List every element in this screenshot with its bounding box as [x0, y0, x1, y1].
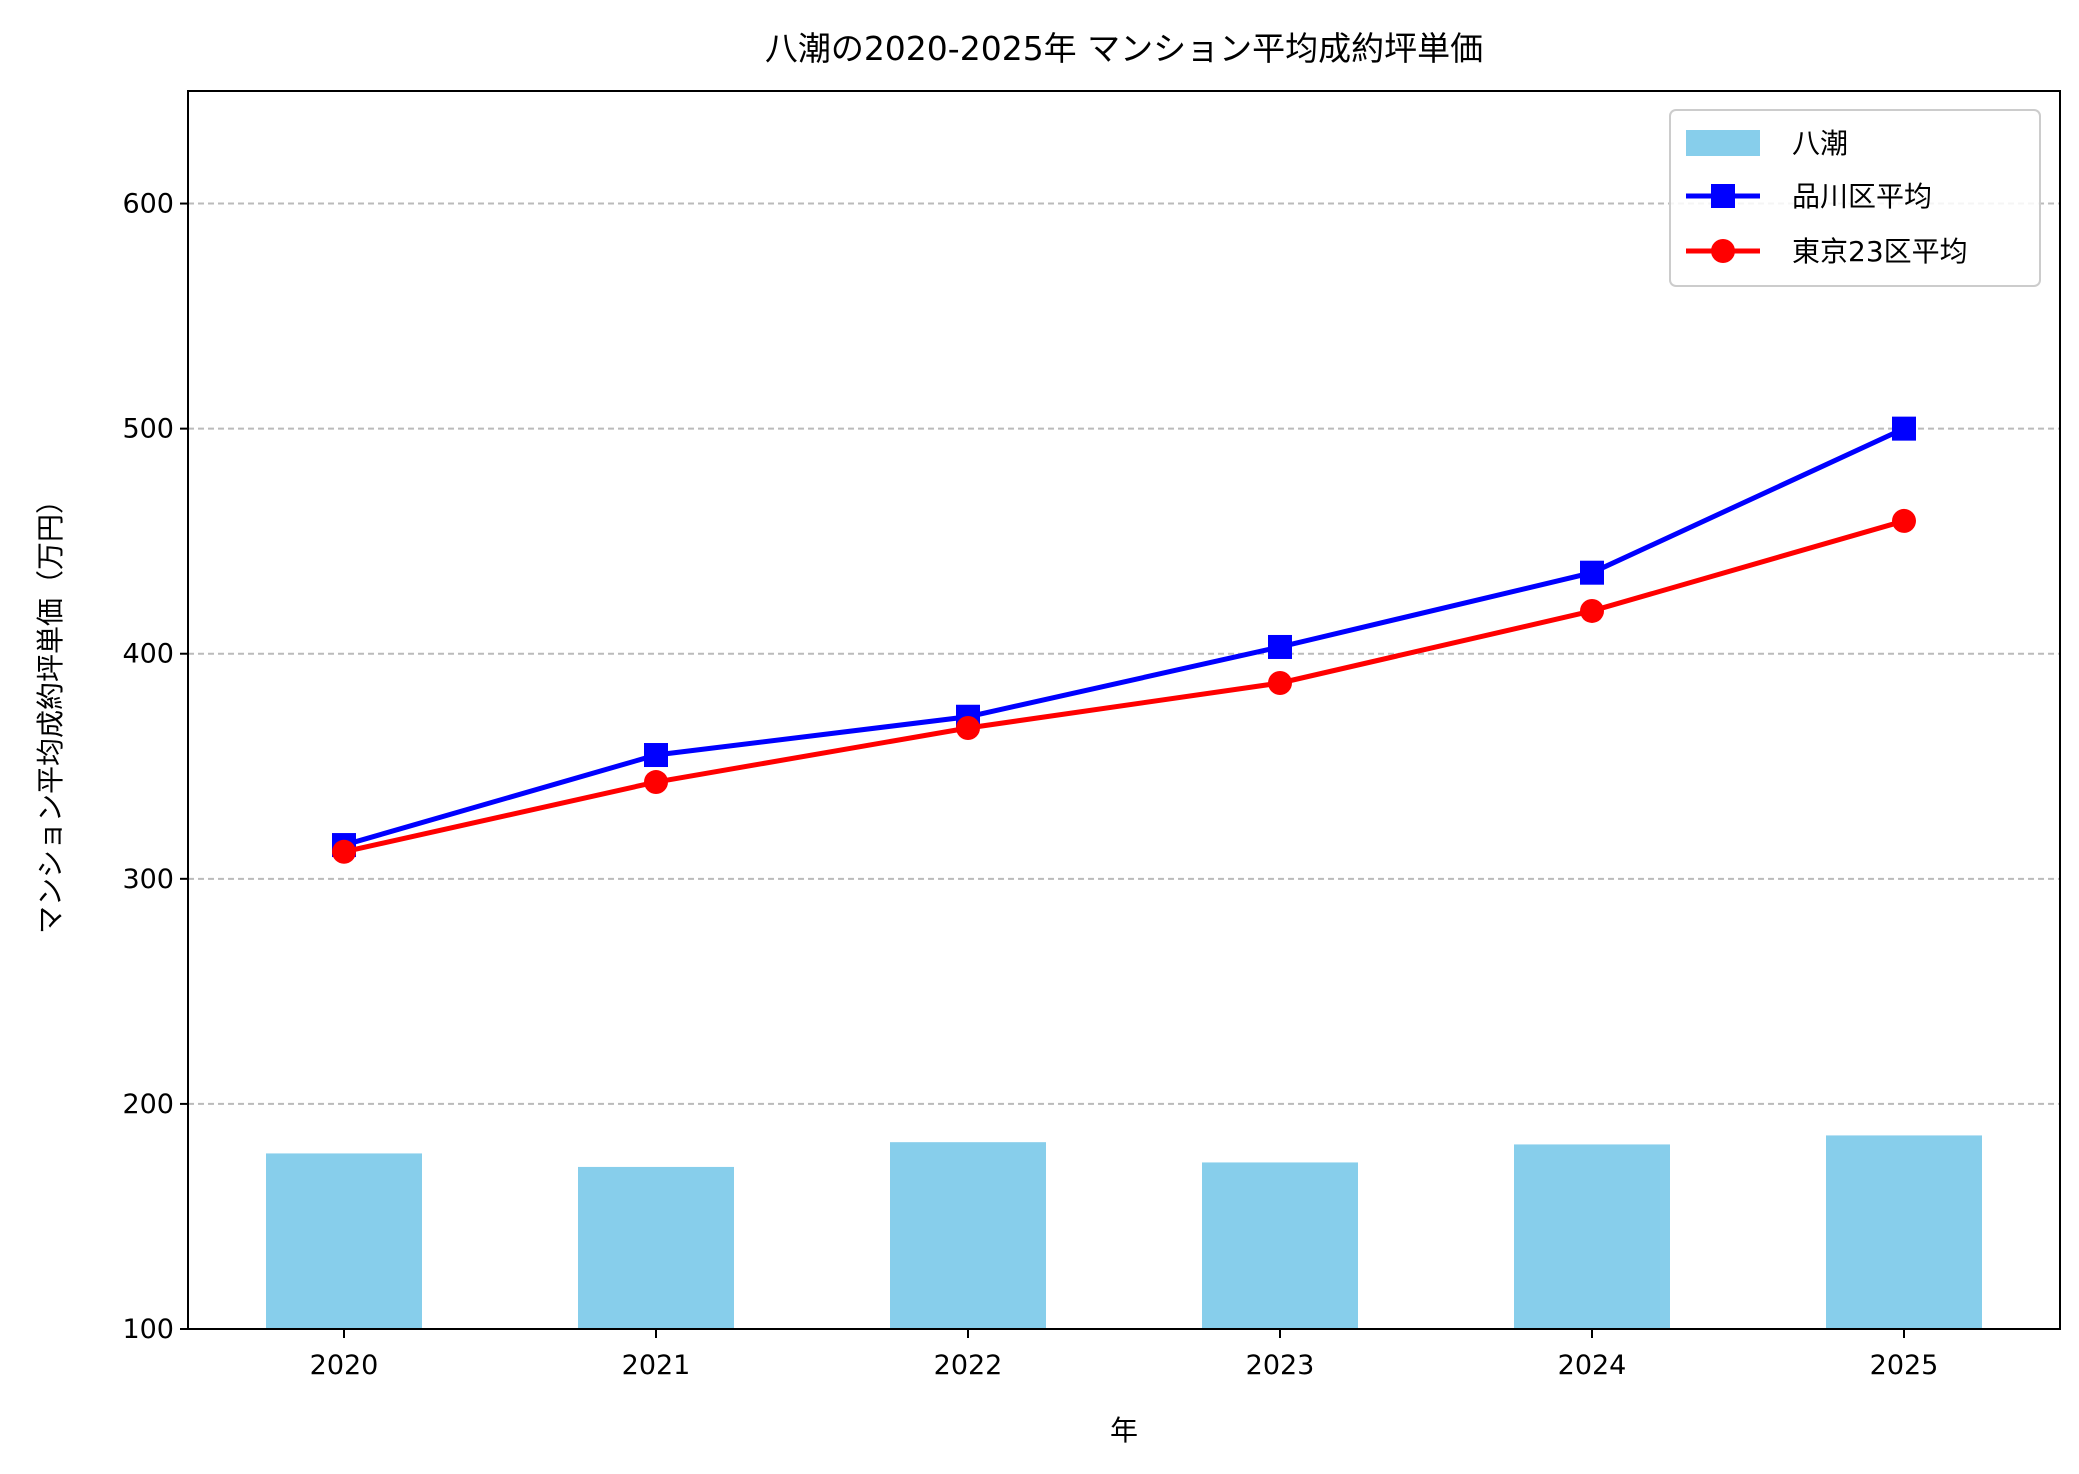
bar-2021	[578, 1166, 734, 1329]
x-tick-label: 2021	[622, 1350, 691, 1381]
marker-square-2023	[1268, 634, 1292, 659]
marker-square-2024	[1580, 560, 1604, 585]
x-axis: 2020 2021 2022 2023 2024 2025	[310, 1329, 1939, 1381]
marker-square-2021	[644, 743, 668, 768]
y-tick-label: 500	[122, 414, 174, 445]
marker-square-2025	[1892, 416, 1916, 441]
x-tick-label: 2025	[1870, 1350, 1939, 1381]
bars	[266, 1135, 1982, 1329]
marker-circle-2023	[1268, 670, 1292, 695]
y-axis-label: マンション平均成約坪単価（万円）	[34, 486, 67, 934]
chart-title: 八潮の2020-2025年 マンション平均成約坪単価	[765, 29, 1483, 68]
series-line-2	[343, 518, 1905, 855]
y-tick-label: 100	[122, 1314, 174, 1345]
x-axis-label: 年	[1110, 1414, 1138, 1447]
legend-label-0: 八潮	[1792, 127, 1848, 160]
marker-circle-2022	[956, 716, 980, 741]
x-tick-label: 2022	[934, 1350, 1003, 1381]
legend-label-1: 品川区平均	[1792, 180, 1932, 213]
plot-frame	[187, 90, 2061, 1330]
marker-circle-2020	[332, 839, 356, 864]
y-tick-label: 200	[122, 1089, 174, 1120]
x-tick-label: 2024	[1558, 1350, 1627, 1381]
lines	[332, 416, 1916, 864]
legend-swatch-bar	[1686, 130, 1760, 156]
series-line-1	[343, 426, 1906, 848]
bar-2022	[890, 1142, 1046, 1329]
bar-2025	[1826, 1135, 1982, 1329]
legend-marker-square	[1711, 184, 1735, 208]
y-tick-label: 300	[122, 864, 174, 895]
bar-2023	[1202, 1162, 1358, 1329]
legend-marker-circle	[1711, 239, 1735, 263]
marker-circle-2021	[644, 770, 668, 795]
bar-2020	[266, 1153, 422, 1329]
y-tick-label: 600	[122, 189, 174, 220]
legend-label-2: 東京23区平均	[1792, 235, 1968, 268]
legend: 八潮 品川区平均 東京23区平均	[1669, 109, 2041, 287]
y-axis: 100 200 300 400 500 600	[122, 189, 188, 1345]
x-tick-label: 2023	[1246, 1350, 1315, 1381]
x-tick-label: 2020	[310, 1350, 379, 1381]
marker-circle-2024	[1580, 598, 1604, 623]
grid	[188, 202, 2060, 1105]
legend-box	[1669, 109, 2041, 287]
marker-circle-2025	[1892, 508, 1916, 533]
bar-2024	[1514, 1144, 1670, 1329]
y-tick-label: 400	[122, 639, 174, 670]
